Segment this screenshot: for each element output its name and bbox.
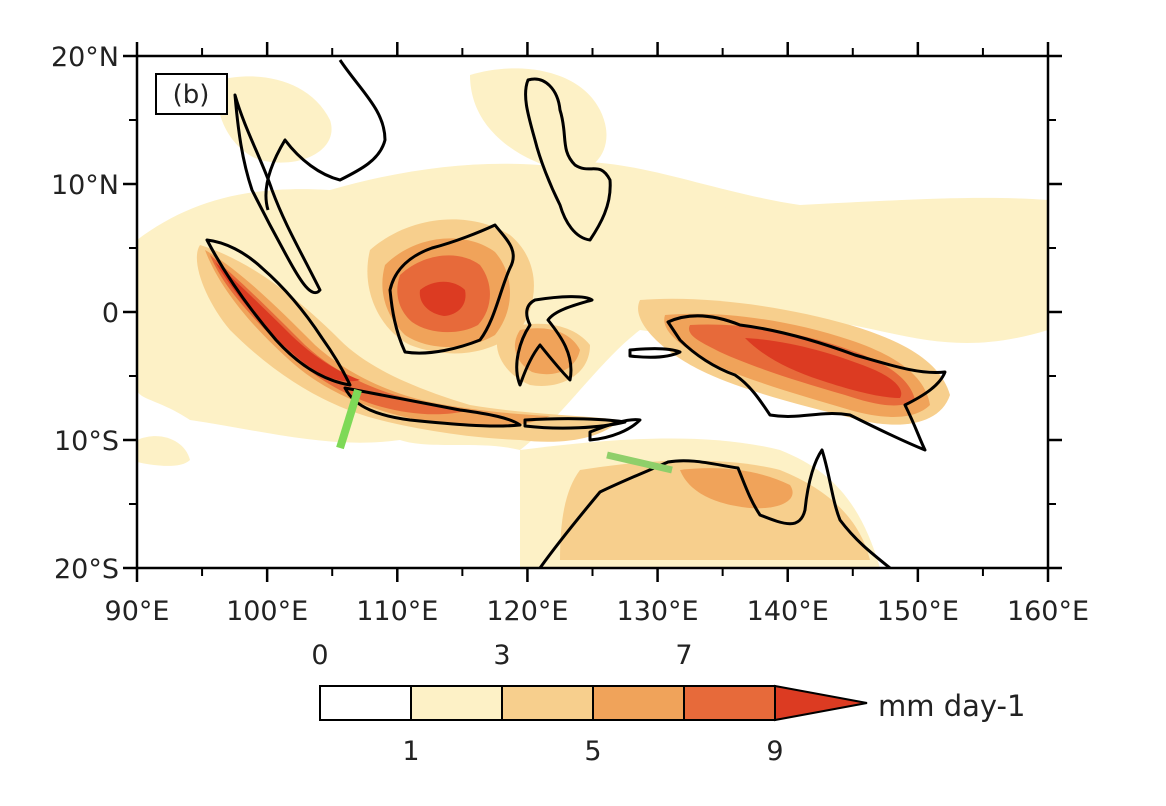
philippines-coast: [524, 77, 612, 242]
borneo-coast: [388, 223, 515, 355]
colorbar-unit-label: mm day-1: [878, 689, 1025, 723]
lon-tick-label: 130°E: [617, 596, 699, 627]
colorbar-bottom-label: 9: [766, 736, 783, 767]
colorbar-swatch: [592, 685, 685, 721]
lat-tick-label: 20°S: [54, 554, 119, 585]
lat-tick-label: 10°N: [51, 170, 119, 201]
seram-coast: [628, 347, 682, 359]
lat-tick-label: 10°S: [54, 426, 119, 457]
timor-coast: [588, 418, 642, 442]
lon-tick-label: 110°E: [356, 596, 438, 627]
lon-tick-label: 120°E: [486, 596, 568, 627]
new-guinea-coast: [666, 314, 947, 452]
colorbar-bottom-label: 5: [584, 736, 601, 767]
colorbar-top-label: 7: [675, 640, 692, 671]
coastlines: [205, 59, 947, 568]
longitude-ticks: 90°E 100°E 110°E 120°E 130°E 140°E 150°E 160°E: [105, 42, 1089, 627]
australia-coast: [538, 448, 891, 568]
colorbar-swatch: [501, 685, 594, 721]
java-coast: [343, 386, 522, 428]
colorbar-bottom-label: 1: [402, 736, 419, 767]
indochina-coast: [264, 59, 387, 211]
transect-line-java: [336, 388, 362, 450]
colorbar: 0 3 7 1 5 9: [311, 640, 868, 767]
colorbar-swatch: [683, 685, 776, 721]
lon-tick-label: 150°E: [877, 596, 959, 627]
lat-tick-label: 20°N: [51, 42, 119, 73]
panel-label-box: (b): [155, 73, 228, 115]
latitude-ticks: 20°N 10°N 0 10°S 20°S: [51, 42, 1062, 585]
panel-label: (b): [173, 80, 210, 110]
malay-peninsula-coast: [233, 93, 322, 294]
lon-tick-label: 160°E: [1007, 596, 1089, 627]
lon-tick-label: 100°E: [226, 596, 308, 627]
sulawesi-coast: [515, 295, 594, 387]
colorbar-swatch: [319, 685, 412, 721]
precip-band-extreme: [215, 262, 902, 398]
colorbar-extension-arrow: [774, 684, 868, 722]
transect-line-timor-sea: [606, 451, 673, 474]
lon-tick-label: 90°E: [105, 596, 170, 627]
colorbar-swatch: [410, 685, 503, 721]
lon-tick-label: 140°E: [747, 596, 829, 627]
colorbar-top-label: 3: [493, 640, 510, 671]
colorbar-top-label: 0: [311, 640, 328, 671]
sumatra-coast: [205, 238, 352, 387]
lat-tick-label: 0: [102, 298, 119, 329]
